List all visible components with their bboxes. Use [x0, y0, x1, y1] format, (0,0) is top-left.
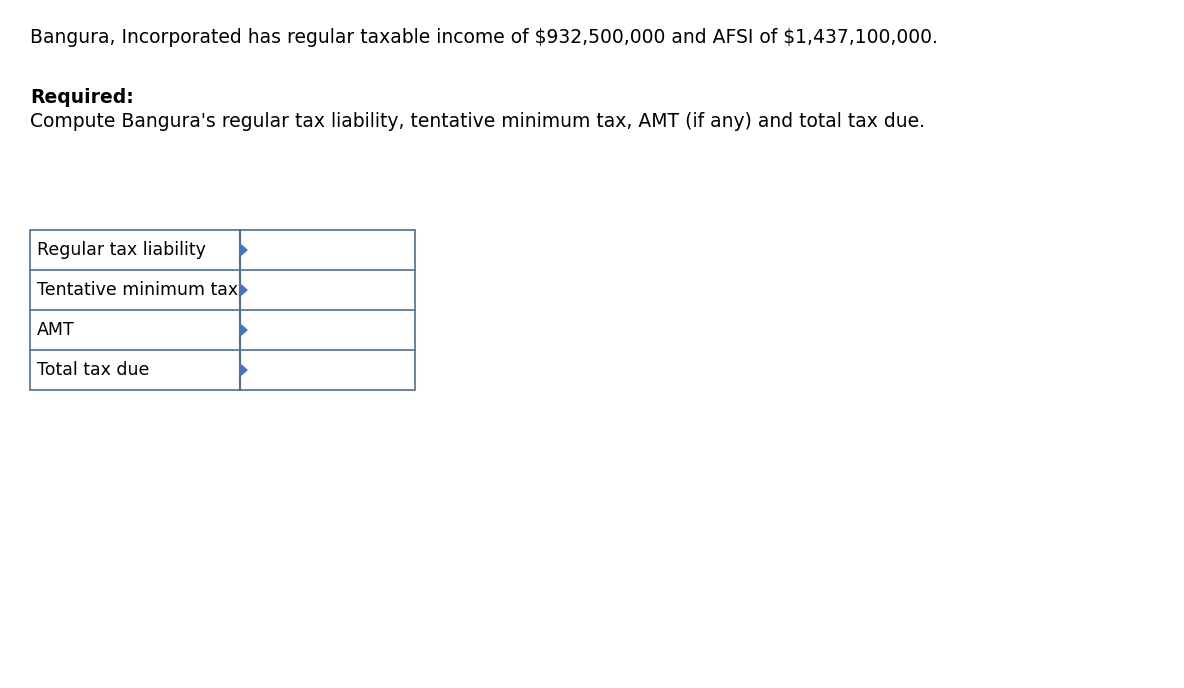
Polygon shape [240, 324, 247, 336]
Polygon shape [240, 244, 247, 256]
Text: Required:: Required: [30, 88, 134, 107]
Polygon shape [240, 284, 247, 296]
Text: Regular tax liability: Regular tax liability [37, 241, 206, 259]
Text: Total tax due: Total tax due [37, 361, 149, 379]
Text: Compute Bangura's regular tax liability, tentative minimum tax, AMT (if any) and: Compute Bangura's regular tax liability,… [30, 112, 925, 131]
Text: Bangura, Incorporated has regular taxable income of $932,500,000 and AFSI of $1,: Bangura, Incorporated has regular taxabl… [30, 28, 938, 47]
Polygon shape [240, 364, 247, 376]
Bar [30, 230, 416, 390]
Text: Tentative minimum tax: Tentative minimum tax [37, 281, 238, 299]
Text: AMT: AMT [37, 321, 75, 339]
